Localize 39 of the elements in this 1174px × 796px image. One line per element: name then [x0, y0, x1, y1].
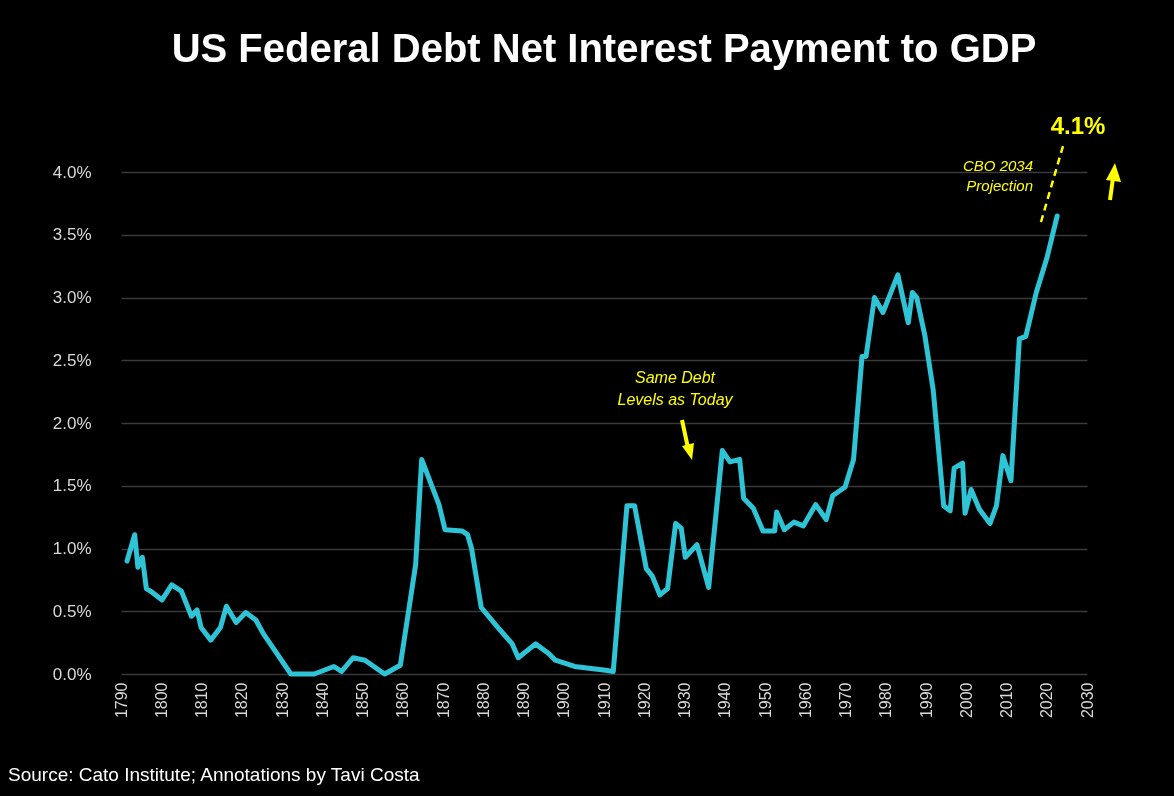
x-tick-label: 1970 — [837, 682, 854, 719]
y-tick-label: 1.5% — [52, 476, 92, 496]
y-tick-label: 2.0% — [52, 413, 92, 433]
y-tick-label: 3.5% — [52, 225, 92, 245]
x-tick-label: 1790 — [112, 682, 130, 719]
y-tick-label: 0.0% — [52, 664, 92, 684]
x-tick-label: 1860 — [394, 682, 412, 719]
y-tick-label: 4.0% — [52, 162, 92, 182]
x-tick-label: 1880 — [474, 682, 492, 719]
y-tick-label: 2.5% — [52, 350, 92, 370]
x-tick-label: 1810 — [193, 682, 210, 719]
x-tick-label: 1850 — [354, 682, 371, 719]
annotation: Same Debt Levels as Today — [617, 369, 734, 408]
text: 4.1% — [1050, 112, 1106, 139]
x-tick-label: 1800 — [152, 682, 170, 719]
x-tick-label: 2010 — [998, 682, 1015, 719]
y-tick-label: 3.0% — [52, 288, 92, 307]
x-tick-label: 2020 — [1038, 682, 1056, 719]
annotation: CBO 2034 Projection — [962, 157, 1033, 195]
x-tick-label: 1980 — [877, 682, 895, 719]
x-tick-label: 1890 — [515, 682, 532, 719]
x-tick-label: 2000 — [957, 682, 975, 719]
x-tick-label: 1870 — [434, 682, 452, 719]
y-tick-label: 0.5% — [52, 601, 92, 621]
x-tick-label: 1900 — [555, 682, 573, 719]
y-tick-label: 1.0% — [52, 539, 92, 558]
x-tick-label: 1950 — [756, 682, 774, 719]
x-tick-label: 1820 — [233, 682, 251, 719]
x-tick-label: 1910 — [595, 682, 613, 719]
x-tick-label: 1960 — [796, 682, 814, 719]
source-note: Source: Cato Institute; Annotations by Tavi Costa — [8, 764, 420, 785]
x-tick-label: 1830 — [273, 682, 291, 719]
x-tick-label: 1990 — [917, 682, 935, 719]
x-tick-label: 1840 — [313, 682, 331, 719]
x-tick-label: 1920 — [635, 682, 653, 719]
chart-title: US Federal Debt Net Interest Payment to GDP — [171, 26, 1037, 70]
x-tick-label: 2030 — [1078, 682, 1096, 719]
x-tick-label: 1940 — [716, 682, 734, 719]
x-tick-label: 1930 — [676, 682, 693, 719]
